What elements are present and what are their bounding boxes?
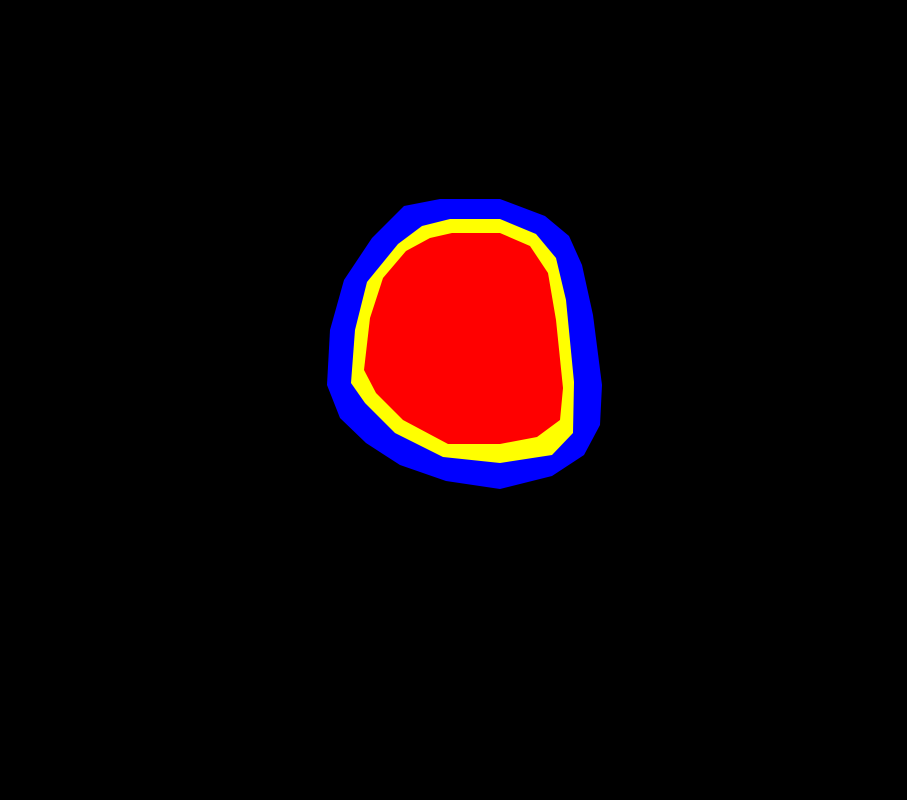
inner-region bbox=[364, 233, 563, 444]
